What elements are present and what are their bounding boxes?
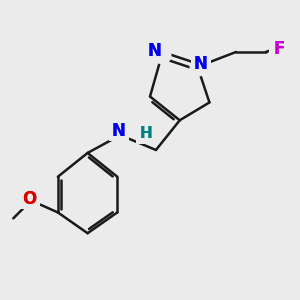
Text: N: N (112, 122, 126, 140)
Text: N: N (112, 122, 126, 140)
Text: F: F (274, 40, 285, 58)
Text: N: N (148, 42, 161, 60)
Text: H: H (139, 126, 152, 141)
Text: F: F (274, 40, 285, 58)
Text: H: H (139, 126, 152, 141)
Text: N: N (194, 55, 208, 73)
Text: N: N (194, 55, 208, 73)
Text: O: O (22, 190, 37, 208)
Text: O: O (22, 190, 37, 208)
Text: N: N (148, 42, 161, 60)
